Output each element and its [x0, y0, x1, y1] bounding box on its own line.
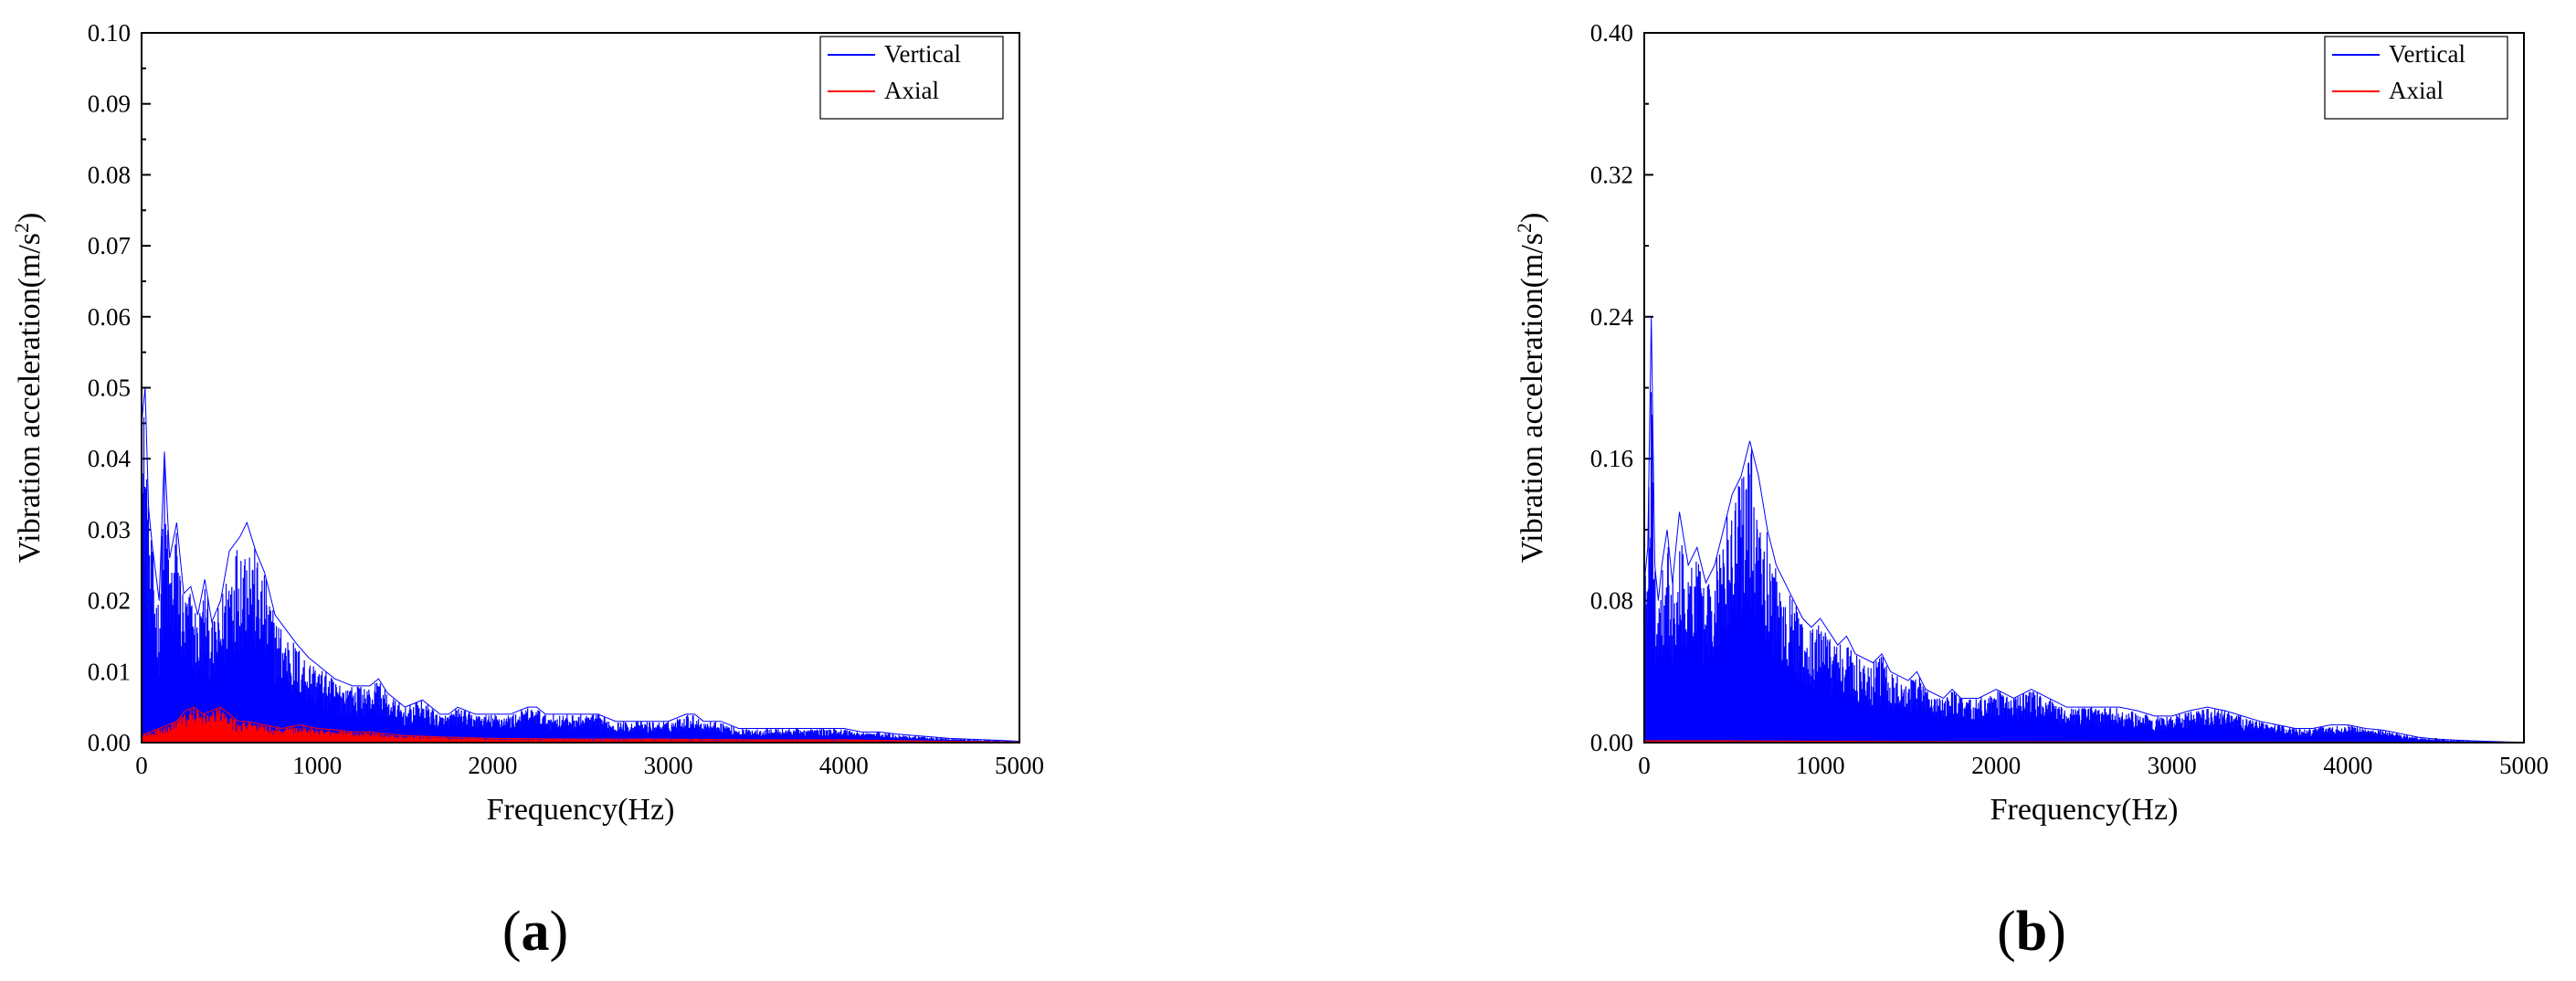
chart-a-svg: 0 1000 2000 3000 4000 5000 0.00 0.01 0.02 0.03 0.0… [10, 19, 1044, 963]
y-tick-label: 0.07 [88, 232, 131, 259]
caption-letter: a [522, 901, 550, 963]
caption-letter: b [2016, 901, 2047, 963]
legend-label-axial: Axial [2389, 77, 2444, 104]
caption-open-paren: ( [1997, 901, 2016, 963]
y-tick-label: 0.24 [1590, 303, 1634, 331]
y-tick-label: 0.32 [1590, 161, 1633, 188]
y-axis-title-close: ) [1515, 213, 1549, 223]
x-tick-label: 5000 [995, 752, 1044, 779]
y-tick-label: 0.40 [1590, 19, 1633, 47]
panel-caption-a: (a) [502, 901, 568, 963]
series-layer [141, 387, 1020, 743]
x-tick-label: 0 [135, 752, 148, 779]
plot-frame [1643, 32, 2525, 744]
y-tick-label: 0.02 [88, 587, 131, 615]
legend-label-vertical: Vertical [2389, 40, 2465, 68]
caption-close-paren: ) [2047, 901, 2066, 963]
series-vertical-envelope [1643, 316, 2525, 744]
x-tick-label: 1000 [1796, 752, 1845, 779]
x-tick-label: 2000 [468, 752, 517, 779]
x-tick-label: 3000 [644, 752, 693, 779]
x-axis-title: Frequency(Hz) [1990, 793, 2179, 827]
legend-label-axial: Axial [884, 77, 939, 104]
y-axis-title-base: Vibration acceleration(m/s [13, 233, 47, 563]
y-tick-label: 0.08 [88, 161, 131, 188]
x-tick-label: 1000 [292, 752, 342, 779]
grid-and-ticks: 0 1000 2000 3000 4000 5000 0.00 0.08 0.16 0.24 0.3… [1590, 19, 2549, 779]
x-tick-label: 4000 [2323, 752, 2372, 779]
legend-label-vertical: Vertical [884, 40, 961, 68]
legend-box [2324, 36, 2508, 120]
series-axial-envelope [141, 706, 1020, 743]
x-tick-label: 4000 [819, 752, 869, 779]
series-vertical-spectrum [1643, 392, 2525, 743]
y-tick-label: 0.04 [88, 445, 132, 472]
plot-frame [141, 32, 1020, 744]
caption-close-paren: ) [550, 901, 569, 963]
y-tick-label: 0.05 [88, 374, 131, 402]
y-tick-label: 0.06 [88, 303, 131, 331]
y-tick-label: 0.00 [88, 729, 131, 756]
y-axis-title-close: ) [13, 213, 47, 223]
grid-and-ticks: 0 1000 2000 3000 4000 5000 0.00 0.01 0.02 0.03 0.0… [88, 19, 1044, 779]
y-tick-label: 0.09 [88, 90, 131, 118]
y-tick-label: 0.01 [88, 658, 131, 685]
y-tick-label: 0.08 [1590, 587, 1633, 615]
panel-caption-b: (b) [1997, 901, 2066, 963]
x-tick-label: 3000 [2148, 752, 2197, 779]
y-axis-title: Vibration acceleration(m/s2) [1513, 213, 1549, 564]
y-tick-label: 0.10 [88, 19, 131, 47]
y-axis-title-superscript: 2 [10, 223, 33, 233]
y-axis-title-base: Vibration acceleration(m/s [1515, 233, 1549, 563]
y-tick-label: 0.16 [1590, 445, 1633, 472]
x-tick-label: 5000 [2499, 752, 2549, 779]
series-vertical-spectrum [141, 417, 1020, 743]
y-axis-title: Vibration acceleration(m/s2) [10, 213, 47, 564]
y-tick-label: 0.00 [1590, 729, 1633, 756]
x-tick-label: 0 [1638, 752, 1651, 779]
chart-b-svg: 0 1000 2000 3000 4000 5000 0.00 0.08 0.16 0.24 0.3… [1513, 19, 2549, 963]
chart-panel-b: 0 1000 2000 3000 4000 5000 0.00 0.08 0.16 0.24 0.3… [1288, 0, 2576, 976]
x-tick-label: 2000 [1971, 752, 2021, 779]
y-axis-title-superscript: 2 [1513, 223, 1536, 233]
x-axis-title: Frequency(Hz) [487, 793, 675, 827]
legend: Vertical Axial [2324, 36, 2508, 120]
legend-box [819, 36, 1004, 120]
series-layer [1643, 316, 2525, 744]
series-vertical-envelope [141, 387, 1020, 742]
caption-open-paren: ( [502, 901, 522, 963]
y-tick-label: 0.03 [88, 516, 131, 543]
chart-panel-a: 0 1000 2000 3000 4000 5000 0.00 0.01 0.02 0.03 0.0… [0, 0, 1288, 976]
legend: Vertical Axial [819, 36, 1004, 120]
